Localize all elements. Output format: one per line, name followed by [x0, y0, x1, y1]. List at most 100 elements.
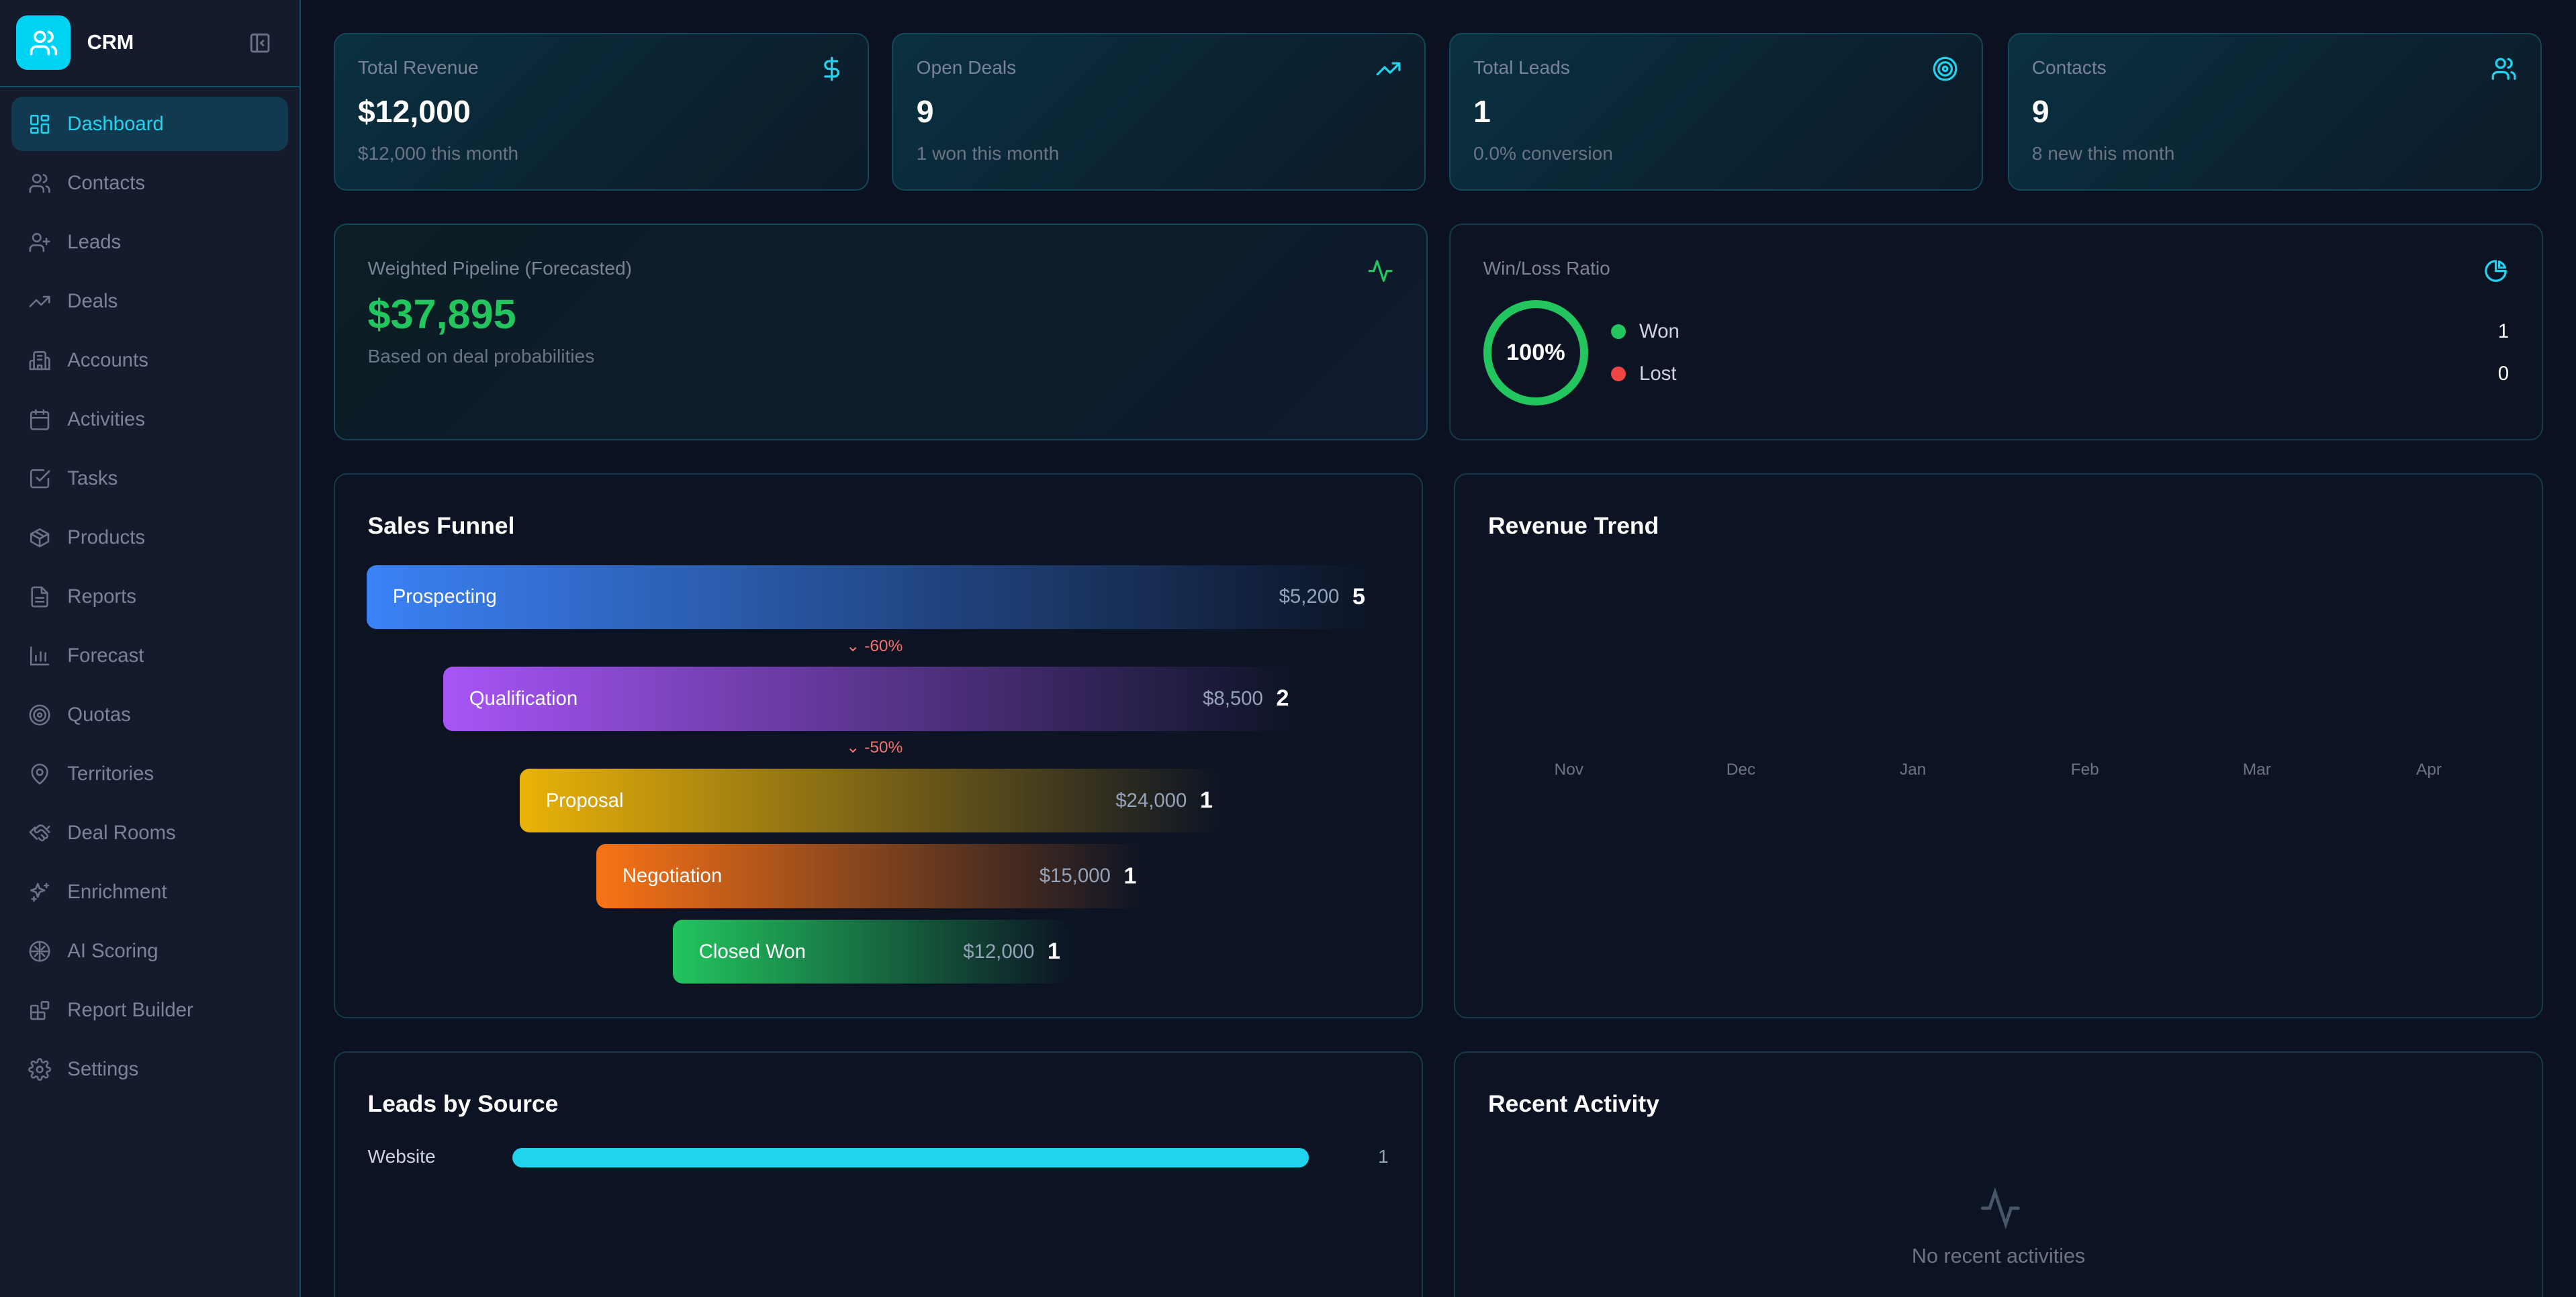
stat-sub: 8 new this month — [2031, 142, 2175, 164]
stat-label: Contacts — [2031, 57, 2107, 79]
sidebar-item-reports[interactable]: Reports — [11, 570, 287, 624]
stage-count: 5 — [1352, 583, 1365, 610]
lost-dot — [1611, 367, 1626, 382]
pipeline-label: Weighted Pipeline (Forecasted) — [367, 257, 632, 279]
stage-name: Closed Won — [698, 940, 806, 963]
funnel-stage-qualification[interactable]: Qualification $8,500 2 — [443, 667, 1299, 731]
pipeline-sub: Based on deal probabilities — [367, 345, 595, 367]
sidebar-item-forecast[interactable]: Forecast — [11, 629, 287, 683]
users-icon — [2491, 57, 2516, 80]
sidebar-item-label: Settings — [67, 1058, 139, 1081]
stage-amount: $12,000 — [963, 940, 1035, 963]
lost-label: Lost — [1639, 363, 1677, 385]
stage-count: 1 — [1199, 787, 1213, 814]
stat-card-open-deals: Open Deals 9 1 won this month — [892, 32, 1426, 191]
sidebar-item-enrichment[interactable]: Enrichment — [11, 865, 287, 920]
sidebar-item-label: Deals — [67, 289, 118, 312]
sidebar-item-label: Forecast — [67, 644, 144, 667]
sidebar-item-report-builder[interactable]: Report Builder — [11, 983, 287, 1038]
blocks-icon — [30, 1001, 49, 1020]
lost-row: Lost 0 — [1611, 363, 2509, 385]
calendar-icon — [30, 409, 49, 430]
stage-count: 2 — [1276, 685, 1289, 712]
source-count: 1 — [1377, 1146, 1389, 1167]
pie-chart-icon — [2485, 259, 2507, 282]
stage-count: 1 — [1123, 863, 1137, 889]
stat-value: 9 — [916, 94, 934, 130]
sidebar-item-label: Report Builder — [67, 999, 193, 1022]
sidebar-item-deals[interactable]: Deals — [11, 274, 287, 328]
funnel-stage-proposal[interactable]: Proposal $24,000 1 — [519, 768, 1223, 833]
conversion-drop: ⌄ -60% — [846, 636, 903, 656]
month-label: Apr — [2416, 760, 2442, 779]
map-pin-icon — [30, 763, 48, 785]
users-icon — [30, 30, 57, 56]
sidebar-item-activities[interactable]: Activities — [11, 393, 287, 447]
sidebar-item-label: Enrichment — [67, 881, 167, 904]
app-title: CRM — [87, 31, 134, 54]
sidebar-item-label: Quotas — [67, 704, 131, 726]
drop-percent: -50% — [864, 738, 903, 757]
sidebar: CRM Dashboard Contacts Leads Deals Accounts A… — [0, 0, 301, 1297]
sidebar-item-label: Accounts — [67, 348, 148, 371]
layout-dashboard-icon — [30, 114, 49, 134]
source-bar-track — [512, 1147, 1309, 1167]
sparkles-icon — [30, 883, 49, 902]
winloss-title: Win/Loss Ratio — [1483, 257, 1610, 279]
sidebar-item-label: Territories — [67, 763, 154, 785]
target-icon — [1933, 56, 1958, 81]
brand: CRM — [0, 0, 300, 87]
sidebar-item-dashboard[interactable]: Dashboard — [11, 97, 288, 152]
sidebar-item-label: Contacts — [67, 171, 146, 194]
sidebar-collapse-icon[interactable] — [248, 32, 271, 54]
won-dot — [1611, 324, 1626, 339]
month-label: Nov — [1554, 760, 1584, 779]
funnel-title: Sales Funnel — [367, 512, 515, 539]
stat-sub: 1 won this month — [916, 142, 1060, 164]
sidebar-item-territories[interactable]: Territories — [11, 747, 287, 802]
month-label: Mar — [2242, 760, 2271, 779]
activity-icon — [1368, 259, 1393, 282]
sidebar-item-label: Dashboard — [67, 112, 164, 135]
sidebar-item-contacts[interactable]: Contacts — [11, 156, 287, 210]
source-label: Website — [367, 1146, 436, 1167]
won-count: 1 — [2497, 320, 2510, 342]
stat-card-total-leads: Total Leads 1 0.0% conversion — [1448, 32, 1983, 191]
sidebar-item-label: Tasks — [67, 467, 118, 489]
sidebar-item-deal-rooms[interactable]: Deal Rooms — [11, 806, 287, 861]
source-bar-fill — [512, 1147, 1309, 1167]
user-plus-icon — [29, 232, 50, 252]
sidebar-item-ai-scoring[interactable]: AI Scoring — [11, 924, 287, 979]
sidebar-item-leads[interactable]: Leads — [11, 215, 287, 269]
sidebar-item-label: Deal Rooms — [67, 822, 176, 845]
leads-source-title: Leads by Source — [367, 1090, 559, 1117]
bar-chart-icon — [30, 646, 49, 666]
funnel-stage-closed-won[interactable]: Closed Won $12,000 1 — [672, 919, 1070, 984]
drop-percent: -60% — [864, 636, 903, 655]
trending-up-icon — [29, 295, 50, 307]
sidebar-item-quotas[interactable]: Quotas — [11, 688, 287, 742]
sidebar-item-products[interactable]: Products — [11, 511, 287, 565]
month-label: Feb — [2070, 760, 2099, 779]
chevron-down-icon: ⌄ — [845, 738, 860, 757]
sidebar-item-accounts[interactable]: Accounts — [11, 334, 287, 388]
funnel-stage-prospecting[interactable]: Prospecting $5,200 5 — [366, 565, 1375, 629]
funnel-stage-negotiation[interactable]: Negotiation $15,000 1 — [596, 844, 1147, 908]
brain-icon — [29, 941, 50, 962]
month-label: Dec — [1726, 760, 1756, 779]
stat-sub: 0.0% conversion — [1473, 142, 1613, 164]
win-ratio-ring: 100% — [1483, 300, 1589, 405]
leads-by-source-card: Leads by Source Website 1 — [333, 1051, 1423, 1297]
building-icon — [29, 350, 50, 370]
sidebar-nav: Dashboard Contacts Leads Deals Accounts Activ… — [0, 87, 300, 1112]
sidebar-item-settings[interactable]: Settings — [11, 1043, 287, 1097]
sidebar-item-tasks[interactable]: Tasks — [11, 452, 287, 506]
check-square-icon — [30, 469, 50, 489]
stat-label: Total Leads — [1473, 57, 1570, 79]
revenue-trend-card: Revenue Trend — [1454, 473, 2544, 1018]
stage-amount: $24,000 — [1115, 789, 1187, 812]
users-icon — [29, 173, 50, 193]
sidebar-item-label: Reports — [67, 585, 136, 608]
stage-name: Negotiation — [622, 865, 723, 887]
won-row: Won 1 — [1611, 320, 2509, 343]
